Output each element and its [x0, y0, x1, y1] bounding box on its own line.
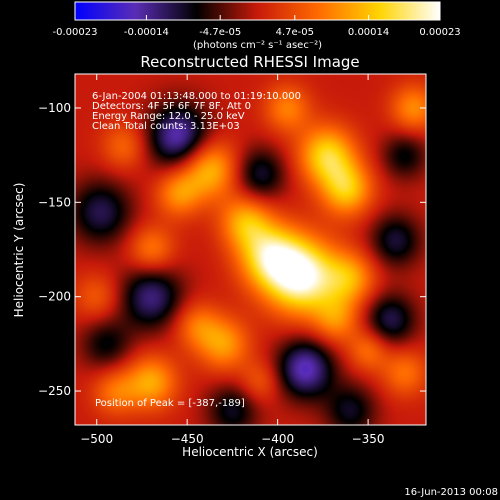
x-axis-ticks: −500 −450 −400 −350	[80, 74, 385, 446]
colorbar-tick-label: -0.00014	[124, 27, 169, 38]
x-axis-label: Heliocentric X (arcsec)	[182, 445, 318, 459]
x-axis-tick-label: −400	[261, 432, 294, 446]
footer-date: 16-Jun-2013 00:08	[404, 487, 498, 498]
colorbar-ticks: -0.00023 -0.00014 -4.7e-05 4.7e-05 0.00014 0.…	[53, 15, 461, 38]
y-axis-tick-label: −200	[38, 290, 71, 304]
y-axis-tick-label: −250	[38, 384, 71, 398]
info-detectors: Detectors: 4F 5F 6F 7F 8F, Att 0	[92, 101, 251, 112]
colorbar-gradient	[74, 1, 441, 21]
colorbar-tick-label: 0.00014	[348, 27, 389, 38]
y-axis-ticks: −100 −150 −200 −250	[38, 101, 426, 398]
x-axis-tick-label: −500	[80, 432, 113, 446]
colorbar-units: (photons cm⁻² s⁻¹ asec⁻²)	[193, 40, 322, 51]
plot-axes	[74, 73, 427, 426]
colorbar-tick-label: 4.7e-05	[276, 27, 314, 38]
colorbar-tick-label: -4.7e-05	[199, 27, 241, 38]
chart-title: Reconstructed RHESSI Image	[140, 53, 359, 71]
y-axis-tick-label: −100	[38, 101, 71, 115]
info-energy-range: Energy Range: 12.0 - 25.0 keV	[92, 111, 245, 122]
x-axis-tick-label: −450	[171, 432, 204, 446]
info-time-range: 6-Jan-2004 01:13:48.000 to 01:19:10.000	[92, 91, 301, 102]
info-block: 6-Jan-2004 01:13:48.000 to 01:19:10.000 …	[92, 91, 301, 409]
x-axis-tick-label: −350	[352, 432, 385, 446]
colorbar-tick-label: 0.00023	[419, 27, 460, 38]
colorbar-tick-label: -0.00023	[53, 27, 98, 38]
peak-position-label: Position of Peak = [-387,-189]	[95, 398, 245, 409]
y-axis-tick-label: −150	[38, 195, 71, 209]
heatmap-canvas	[75, 74, 426, 425]
plot-frame	[74, 73, 427, 426]
colorbar: -0.00023 -0.00014 -4.7e-05 4.7e-05 0.00014 0.…	[53, 1, 461, 51]
info-total-counts: Clean Total counts: 3.13E+03	[92, 121, 240, 132]
heatmap	[75, 74, 426, 425]
y-axis-label: Heliocentric Y (arcsec)	[12, 183, 26, 318]
